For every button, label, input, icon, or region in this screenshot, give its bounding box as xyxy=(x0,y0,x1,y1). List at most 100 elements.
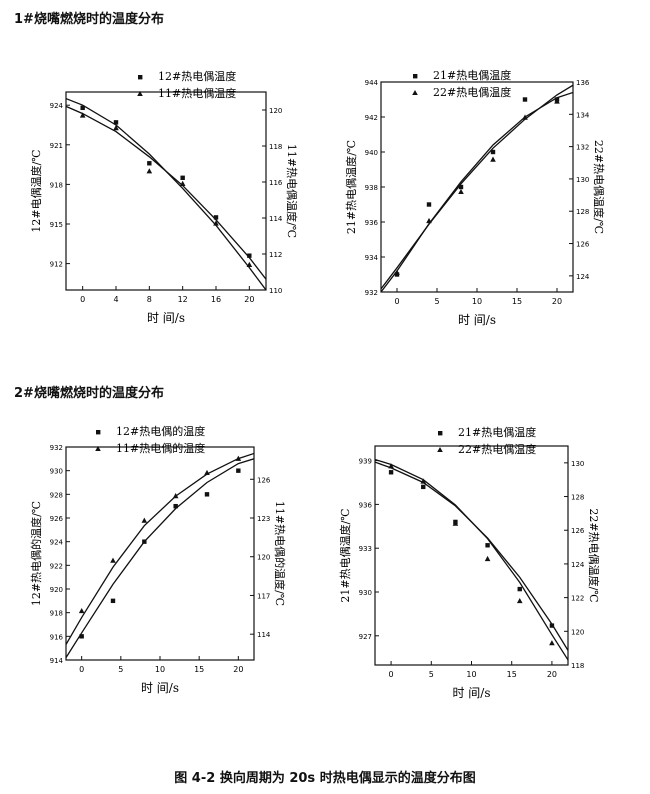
x-tick-label: 15 xyxy=(194,665,204,674)
data-point-triangle xyxy=(246,261,253,267)
legend-marker-square xyxy=(96,430,101,435)
y-tick-label: 926 xyxy=(50,515,64,523)
fit-line xyxy=(66,105,266,280)
data-point-square xyxy=(522,97,528,102)
x-tick-label: 5 xyxy=(434,297,439,306)
y2-tick-label: 130 xyxy=(576,176,589,184)
y2-tick-label: 120 xyxy=(269,107,282,115)
data-point-square xyxy=(485,543,490,548)
x-tick-label: 5 xyxy=(429,670,434,679)
y-axis-label: 12#热电偶的温度/℃ xyxy=(29,501,43,606)
y-tick-label: 918 xyxy=(50,610,63,618)
data-point-triangle xyxy=(516,597,523,604)
data-point-square xyxy=(79,634,84,639)
y-tick-label: 938 xyxy=(365,184,378,192)
data-point-triangle xyxy=(78,607,85,614)
y2-tick-label: 132 xyxy=(576,144,589,152)
legend-marker-triangle xyxy=(95,446,101,451)
y-tick-label: 932 xyxy=(365,289,378,297)
data-point-triangle xyxy=(113,125,119,131)
fit-line xyxy=(66,458,254,658)
x-tick-label: 0 xyxy=(80,295,85,304)
legend-marker-square xyxy=(438,431,443,436)
y-tick-label: 930 xyxy=(359,589,372,597)
data-point-square xyxy=(247,253,252,258)
y2-tick-label: 126 xyxy=(576,241,590,249)
data-point-square xyxy=(426,202,432,207)
data-point-square xyxy=(213,215,219,220)
data-point-square xyxy=(204,492,210,497)
y2-tick-label: 126 xyxy=(257,476,271,484)
x-tick-label: 4 xyxy=(113,295,118,304)
data-point-square xyxy=(388,470,394,475)
y2-tick-label: 124 xyxy=(576,273,590,281)
y-tick-label: 942 xyxy=(365,114,378,122)
data-point-triangle xyxy=(394,269,400,275)
data-point-square xyxy=(113,120,119,125)
data-point-triangle xyxy=(458,188,464,195)
chart-4: 0 5 10 15 20 927 930 933 936 939 118 120 122 124 126 12… xyxy=(338,425,601,700)
data-point-square xyxy=(458,184,464,190)
x-tick-label: 20 xyxy=(244,295,254,304)
data-point-square xyxy=(549,623,555,628)
y2-tick-label: 126 xyxy=(571,527,585,535)
data-point-triangle xyxy=(452,520,459,526)
y-tick-label: 921 xyxy=(50,142,63,150)
y-tick-label: 933 xyxy=(359,545,372,553)
y2-tick-label: 118 xyxy=(571,662,584,670)
legend-label: 11#热电偶温度 xyxy=(158,86,236,100)
x-tick-label: 10 xyxy=(155,665,165,674)
data-point-triangle xyxy=(213,220,219,226)
y-tick-label: 944 xyxy=(365,79,379,87)
data-point-square xyxy=(517,586,522,592)
figure-caption: 图 4-2 换向周期为 20s 时热电偶显示的温度分布图 xyxy=(174,771,476,786)
chart-1: 0 4 8 12 16 209129159189219241101121141161181… xyxy=(29,69,299,325)
y2-tick-label: 118 xyxy=(269,143,282,151)
x-axis-label: 时 间/s xyxy=(452,686,490,700)
data-point-square xyxy=(490,149,496,155)
y2-tick-label: 110 xyxy=(269,287,282,295)
data-point-triangle xyxy=(204,469,210,476)
data-point-square xyxy=(173,503,178,509)
y2-tick-label: 128 xyxy=(576,208,589,216)
legend-label: 11#热电偶的温度 xyxy=(116,441,205,455)
x-tick-label: 5 xyxy=(118,665,123,674)
data-point-square xyxy=(236,468,241,473)
plot-frame xyxy=(65,91,267,291)
y2-tick-label: 128 xyxy=(571,494,584,502)
y-axis-label: 12#电偶温度/℃ xyxy=(29,149,43,232)
data-point-triangle xyxy=(420,478,427,484)
x-axis-label: 时 间/s xyxy=(147,311,185,325)
y-tick-label: 940 xyxy=(365,149,378,157)
data-point-triangle xyxy=(554,98,560,104)
y2-tick-label: 114 xyxy=(257,631,271,639)
y-tick-label: 939 xyxy=(359,458,372,466)
x-tick-label: 10 xyxy=(466,670,476,679)
data-point-square xyxy=(142,539,147,544)
x-tick-label: 8 xyxy=(147,295,152,304)
legend-marker-triangle xyxy=(437,447,443,452)
y-tick-label: 916 xyxy=(50,633,64,641)
data-point-square xyxy=(110,598,116,604)
y-tick-label: 927 xyxy=(359,633,372,641)
y-tick-label: 924 xyxy=(50,102,64,110)
legend-marker-square xyxy=(138,75,143,80)
y-tick-label: 918 xyxy=(50,181,63,189)
data-point-triangle xyxy=(179,180,186,186)
x-tick-label: 15 xyxy=(512,297,522,306)
x-tick-label: 0 xyxy=(394,297,399,306)
y-tick-label: 924 xyxy=(50,539,64,547)
data-point-triangle xyxy=(79,112,86,118)
y-tick-label: 936 xyxy=(365,219,379,227)
data-point-square xyxy=(80,105,85,111)
fit-line xyxy=(375,461,568,651)
y-tick-label: 914 xyxy=(50,657,64,665)
y-tick-label: 915 xyxy=(50,221,63,229)
data-point-square xyxy=(147,161,152,166)
y2-axis-label: 11#热电偶的温度/℃ xyxy=(273,501,287,606)
x-tick-label: 0 xyxy=(79,665,84,674)
x-tick-label: 12 xyxy=(178,295,188,304)
legend-label: 22#热电偶温度 xyxy=(433,85,511,99)
data-point-triangle xyxy=(426,217,432,224)
y2-tick-label: 116 xyxy=(269,179,283,187)
